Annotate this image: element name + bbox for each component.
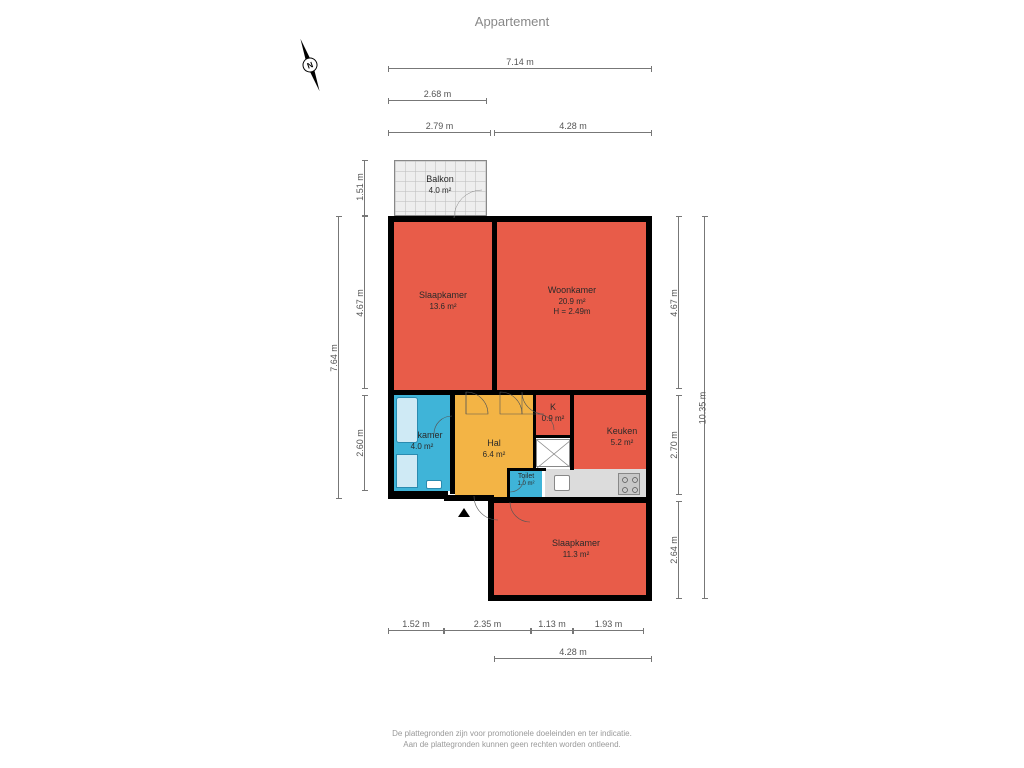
dim-label: 2.79 m: [388, 121, 491, 131]
dim-line: [444, 630, 531, 631]
footer-text: De plattegronden zijn voor promotionele …: [0, 729, 1024, 750]
wall: [388, 491, 448, 499]
wall: [533, 392, 536, 470]
dim-label: 2.68 m: [388, 89, 487, 99]
wall: [570, 392, 574, 470]
wall: [492, 497, 650, 503]
room-balkon: [394, 160, 487, 216]
dim-line: [531, 630, 573, 631]
room-woonkamer: [497, 220, 647, 390]
dim-label: 2.70 m: [669, 431, 679, 459]
fixture-storage: [536, 439, 570, 467]
wall: [388, 216, 652, 222]
compass-icon: N: [290, 30, 330, 100]
wall: [450, 392, 455, 494]
wall: [533, 435, 571, 438]
dim-label: 7.14 m: [388, 57, 652, 67]
dim-line: [494, 658, 652, 659]
dim-label: 10.35 m: [697, 392, 707, 425]
room-toilet: [510, 471, 542, 499]
wall: [444, 495, 494, 501]
wall: [394, 390, 650, 395]
fixture-bathtub: [396, 397, 418, 443]
dim-line: [573, 630, 644, 631]
entry-arrow-icon: [458, 508, 470, 517]
dim-label: 1.13 m: [531, 619, 573, 629]
floor-plan: 7.14 m 2.68 m 2.79 m 4.28 m 1.51 m 4.67 …: [340, 60, 770, 700]
wall: [492, 220, 497, 392]
dim-label: 2.60 m: [355, 429, 365, 457]
fixture-sink: [426, 480, 442, 489]
fixture-kitchen-sink: [554, 475, 570, 491]
page-title: Appartement: [0, 14, 1024, 29]
fixture-shower: [396, 454, 418, 488]
room-kast: [536, 395, 570, 437]
dim-line: [494, 132, 652, 133]
dim-label: 4.28 m: [494, 121, 652, 131]
dim-label: 2.64 m: [669, 536, 679, 564]
dim-label: 1.93 m: [573, 619, 644, 629]
dim-label: 4.67 m: [669, 289, 679, 317]
dim-line: [388, 132, 491, 133]
wall: [508, 468, 546, 471]
dim-label: 1.52 m: [388, 619, 444, 629]
wall: [488, 595, 652, 601]
dim-label: 2.35 m: [444, 619, 531, 629]
wall: [488, 495, 494, 601]
room-slaapkamer1: [394, 220, 492, 390]
fixture-stove: [618, 473, 640, 495]
dim-line: [388, 630, 444, 631]
dim-line: [388, 68, 652, 69]
wall: [507, 468, 510, 498]
dim-label: 1.51 m: [355, 173, 365, 201]
dim-label: 4.28 m: [494, 647, 652, 657]
room-slaapkamer2: [494, 503, 647, 595]
dim-label: 4.67 m: [355, 289, 365, 317]
dim-label: 7.64 m: [329, 344, 339, 372]
dim-line: [388, 100, 487, 101]
wall: [646, 216, 652, 601]
wall: [388, 216, 394, 495]
